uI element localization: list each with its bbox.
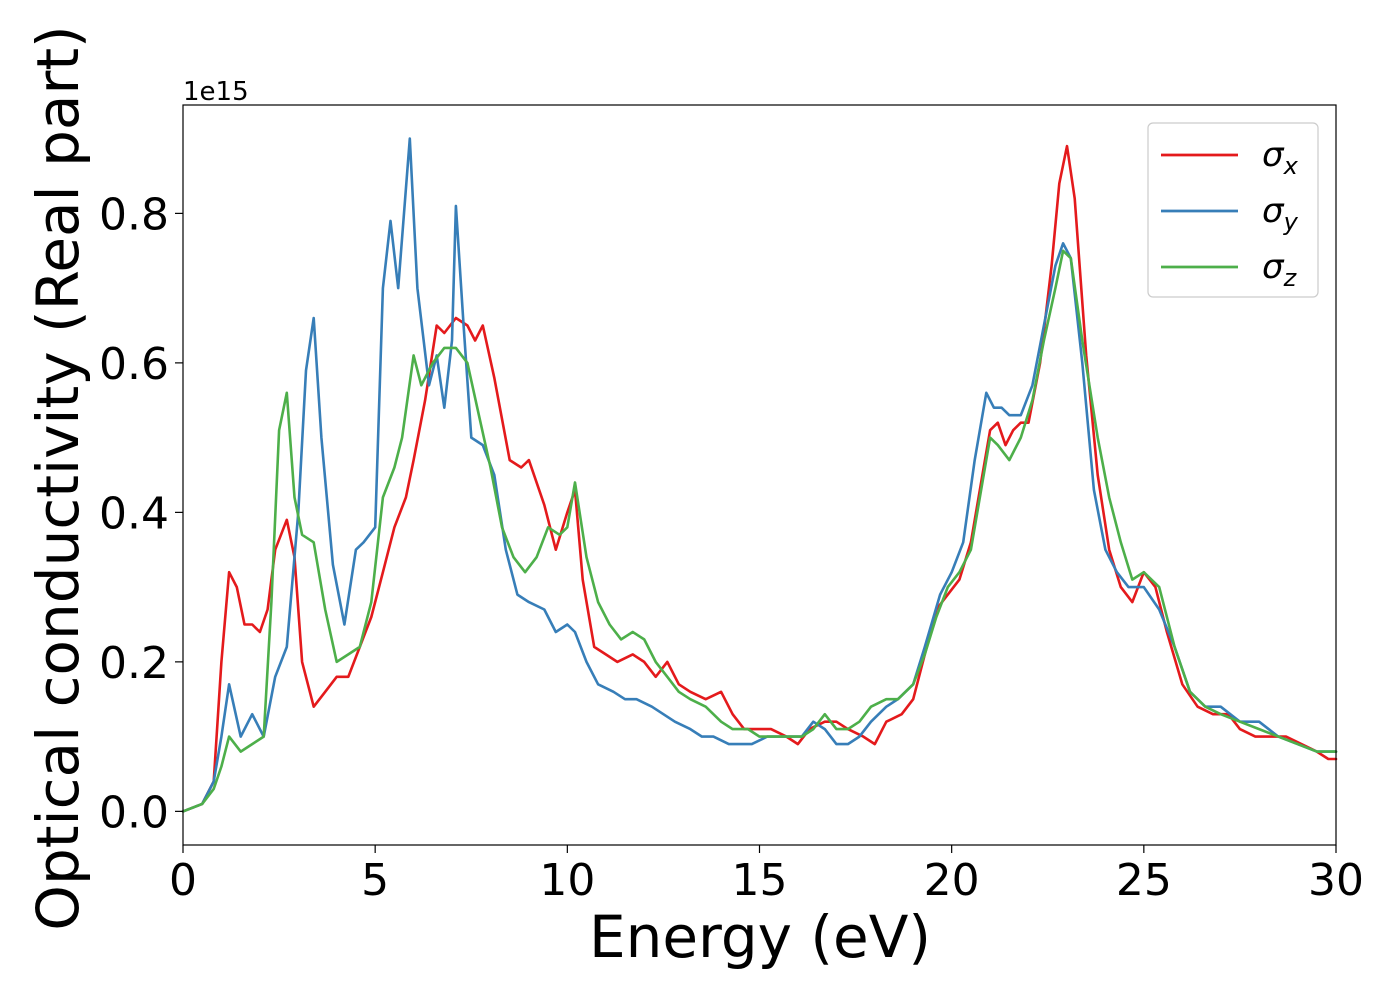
x-tick-label: 30 [1308,855,1364,906]
x-tick-label: 25 [1116,855,1172,906]
x-axis-label: Energy (eV) [589,903,931,971]
plot-lines [181,137,1338,813]
y-axis-label: Optical conductivity (Real part) [24,25,92,930]
y-axis: 0.0 0.2 0.4 0.6 0.8 [99,189,183,838]
y-tick-label: 0.2 [99,638,169,689]
legend-label-y: σy [1262,191,1299,236]
y-offset-label: 1e15 [183,77,249,107]
x-tick-label: 5 [361,855,389,906]
series-line-x [181,144,1338,813]
x-tick-label: 10 [539,855,595,906]
x-tick-label: 15 [732,855,788,906]
legend-label-x: σx [1262,135,1299,180]
legend-label-z: σz [1262,247,1298,292]
legend: σx σy σz [1147,122,1319,298]
y-tick-label: 0.4 [99,488,169,539]
x-tick-label: 0 [169,855,197,906]
y-tick-label: 0.6 [99,339,169,390]
y-tick-label: 0.8 [99,189,169,240]
y-tick-label: 0.0 [99,787,169,838]
x-axis: 0 5 10 15 20 25 30 [169,845,1364,906]
series-line-y [181,137,1338,813]
series-line-z [181,249,1338,813]
x-tick-label: 20 [924,855,980,906]
